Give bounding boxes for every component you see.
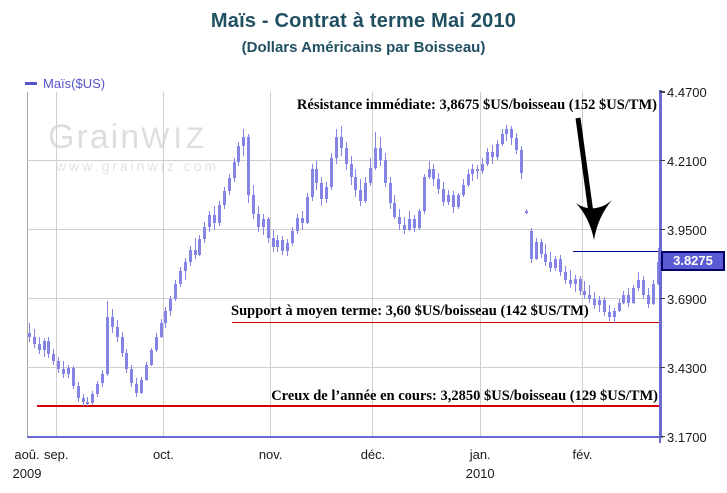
plot-left-border xyxy=(27,92,28,437)
x-axis-label-jan: jan. xyxy=(469,447,491,462)
x-axis-label-oct: oct. xyxy=(152,447,174,462)
y-axis-label-4.2100: 4.2100 xyxy=(667,153,707,169)
chart-subtitle: (Dollars Américains par Boisseau) xyxy=(241,39,486,56)
grainwiz-url: www.grainwiz.com xyxy=(56,158,220,174)
x-axis-label-nov: nov. xyxy=(258,447,283,462)
x-axis-label-aoû: aoû. xyxy=(14,447,40,462)
grainwiz-logo: GrainWIZ xyxy=(48,118,209,156)
x-axis-year-2009: 2009 xyxy=(12,466,42,481)
legend-mais[interactable]: Maïs($US) xyxy=(25,76,105,91)
annotation-support: Support à moyen terme: 3,60 $US/boisseau… xyxy=(231,303,589,319)
x-axis-label-déc: déc. xyxy=(360,447,386,462)
legend-line-swatch xyxy=(25,82,37,85)
level-line-creux_annee_en_cours xyxy=(36,405,661,407)
x-axis-line xyxy=(27,435,663,438)
x-axis-end-tick xyxy=(659,438,661,443)
x-axis-label-sep: sep. xyxy=(43,447,69,462)
y-axis-label-3.6900: 3.6900 xyxy=(667,291,707,307)
annotation-resistance: Résistance immédiate: 3,8675 $US/boissea… xyxy=(296,97,657,113)
y-axis-label-4.4700: 4.4700 xyxy=(667,85,707,100)
legend-label: Maïs($US) xyxy=(43,76,106,91)
y-axis-line xyxy=(659,90,662,438)
level-line-resistance_immediate xyxy=(572,250,661,253)
chart-title: Maïs - Contrat à terme Mai 2010 xyxy=(210,10,517,32)
annotation-year-low: Creux de l’année en cours: 3,2850 $US/bo… xyxy=(271,388,658,404)
last-price-box: 3.8275 xyxy=(661,251,725,271)
grainwiz-watermark: GrainWIZ www.grainwiz.com xyxy=(48,120,219,174)
x-axis-label-fév: fév. xyxy=(572,447,593,462)
y-axis-label-3.9500: 3.9500 xyxy=(667,222,707,238)
y-axis-label-3.1700: 3.1700 xyxy=(667,429,707,445)
x-axis-year-2010: 2010 xyxy=(465,466,495,481)
level-line-support_moyen_terme xyxy=(231,321,661,324)
y-axis-label-3.4300: 3.4300 xyxy=(667,360,707,376)
